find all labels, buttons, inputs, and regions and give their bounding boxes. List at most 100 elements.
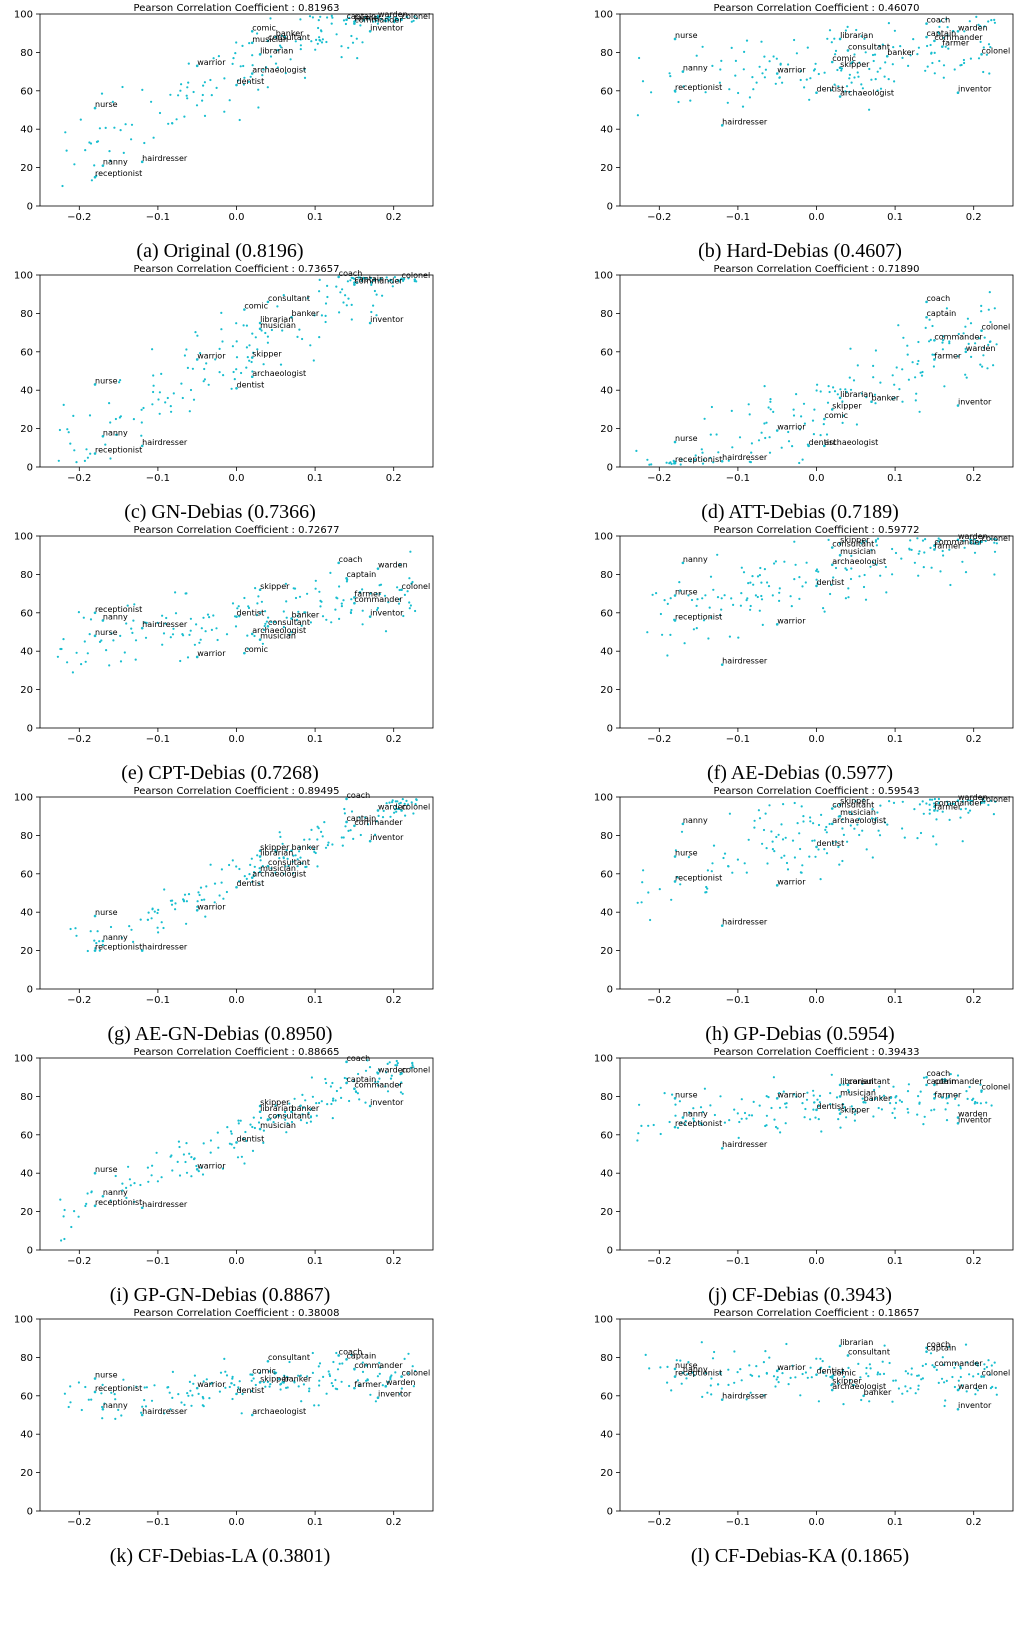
scatter-point [395, 810, 398, 813]
point-label: skipper [832, 401, 862, 410]
point-label: coach [927, 1069, 951, 1078]
x-tick-label: −0.1 [726, 1517, 750, 1528]
point-label: coach [927, 294, 951, 303]
point-label: archaeologist [252, 626, 306, 635]
scatter-point [297, 1374, 300, 1377]
scatter-point [898, 388, 901, 391]
scatter-point [862, 1100, 865, 1104]
scatter-point [247, 605, 250, 608]
scatter-point [670, 462, 673, 465]
y-tick-label: 0 [607, 1246, 613, 1257]
scatter-point [162, 926, 165, 930]
scatter-point [901, 56, 904, 60]
scatter-point [956, 1407, 960, 1411]
scatter-point [235, 1141, 238, 1144]
scatter-point [974, 1393, 977, 1396]
point-label: warden [378, 10, 408, 19]
scatter-point [413, 280, 416, 283]
scatter-point [231, 1377, 234, 1380]
scatter-point [956, 1388, 960, 1392]
chart-title: Pearson Correlation Coefficient : 0.8866… [134, 1047, 340, 1058]
scatter-point [752, 88, 755, 91]
scatter-point [202, 84, 205, 87]
y-tick-label: 60 [20, 608, 33, 619]
scatter-point [668, 1120, 671, 1124]
scatter-point [169, 899, 172, 902]
scatter-point [304, 1099, 307, 1102]
scatter-point [310, 40, 313, 43]
scatter-point [350, 810, 354, 813]
scatter-point [163, 1412, 166, 1415]
point-label: nurse [95, 908, 118, 917]
point-label: hairdresser [142, 943, 188, 952]
scatter-point [754, 594, 757, 597]
scatter-point [798, 832, 801, 835]
scatter-point [839, 1126, 842, 1129]
scatter-point [865, 1372, 868, 1375]
scatter-point [847, 587, 850, 590]
scatter-point [701, 597, 704, 600]
point-label: inventor [958, 85, 992, 94]
scatter-point [397, 602, 401, 605]
scatter-point [145, 1386, 148, 1389]
scatter-point [235, 885, 238, 889]
scatter-point [187, 893, 191, 896]
scatter-point [771, 594, 774, 597]
y-tick-label: 60 [600, 1391, 613, 1402]
scatter-point [933, 797, 936, 801]
scatter-point [343, 1076, 346, 1080]
scatter-point [152, 384, 155, 387]
scatter-point [249, 863, 252, 866]
point-label: captain [347, 1351, 377, 1360]
scatter-point [328, 1374, 332, 1378]
scatter-point [941, 1356, 944, 1359]
scatter-point [254, 1383, 257, 1387]
scatter-point [317, 1365, 320, 1368]
scatter-point [961, 840, 964, 843]
scatter-point [951, 802, 955, 805]
x-tick-label: −0.1 [146, 1256, 170, 1267]
scatter-point [374, 15, 377, 19]
scatter-point [65, 149, 68, 152]
scatter-point [838, 95, 842, 98]
scatter-point [77, 1215, 80, 1218]
y-tick-label: 100 [14, 10, 33, 21]
scatter-point [266, 1118, 270, 1121]
point-label: receptionist [675, 1369, 722, 1378]
scatter-point [88, 633, 91, 636]
scatter-point [815, 1357, 818, 1360]
scatter-point [244, 1130, 247, 1134]
scatter-point [854, 800, 857, 803]
chart-panel: Pearson Correlation Coefficient : 0.7189… [580, 261, 1020, 533]
scatter-point [703, 1087, 706, 1090]
point-label: musician [840, 808, 876, 817]
scatter-point [280, 34, 283, 37]
x-tick-label: −0.1 [146, 734, 170, 745]
scatter-point [374, 1080, 377, 1084]
point-label: inventor [958, 1115, 992, 1124]
scatter-point [822, 607, 825, 610]
chart-panel: Pearson Correlation Coefficient : 0.3943… [580, 1044, 1020, 1316]
scatter-point [995, 538, 998, 541]
scatter-point [150, 100, 153, 103]
scatter-point [112, 639, 115, 642]
scatter-point [200, 627, 203, 630]
scatter-point [828, 29, 832, 32]
scatter-point [140, 949, 144, 952]
scatter-point [857, 75, 860, 78]
scatter-point [288, 1360, 291, 1364]
scatter-point [320, 600, 323, 603]
scatter-point [306, 297, 309, 300]
scatter-point [982, 70, 985, 74]
x-tick-label: 0.0 [229, 1256, 245, 1267]
scatter-point [836, 68, 839, 72]
scatter-point [780, 446, 783, 449]
scatter-point [765, 1114, 768, 1117]
scatter-point [845, 568, 848, 571]
point-label: coach [927, 16, 951, 25]
scatter-point [270, 867, 273, 870]
scatter-point [388, 801, 391, 804]
scatter-point [937, 30, 940, 34]
scatter-point [961, 800, 965, 803]
scatter-point [872, 561, 875, 564]
